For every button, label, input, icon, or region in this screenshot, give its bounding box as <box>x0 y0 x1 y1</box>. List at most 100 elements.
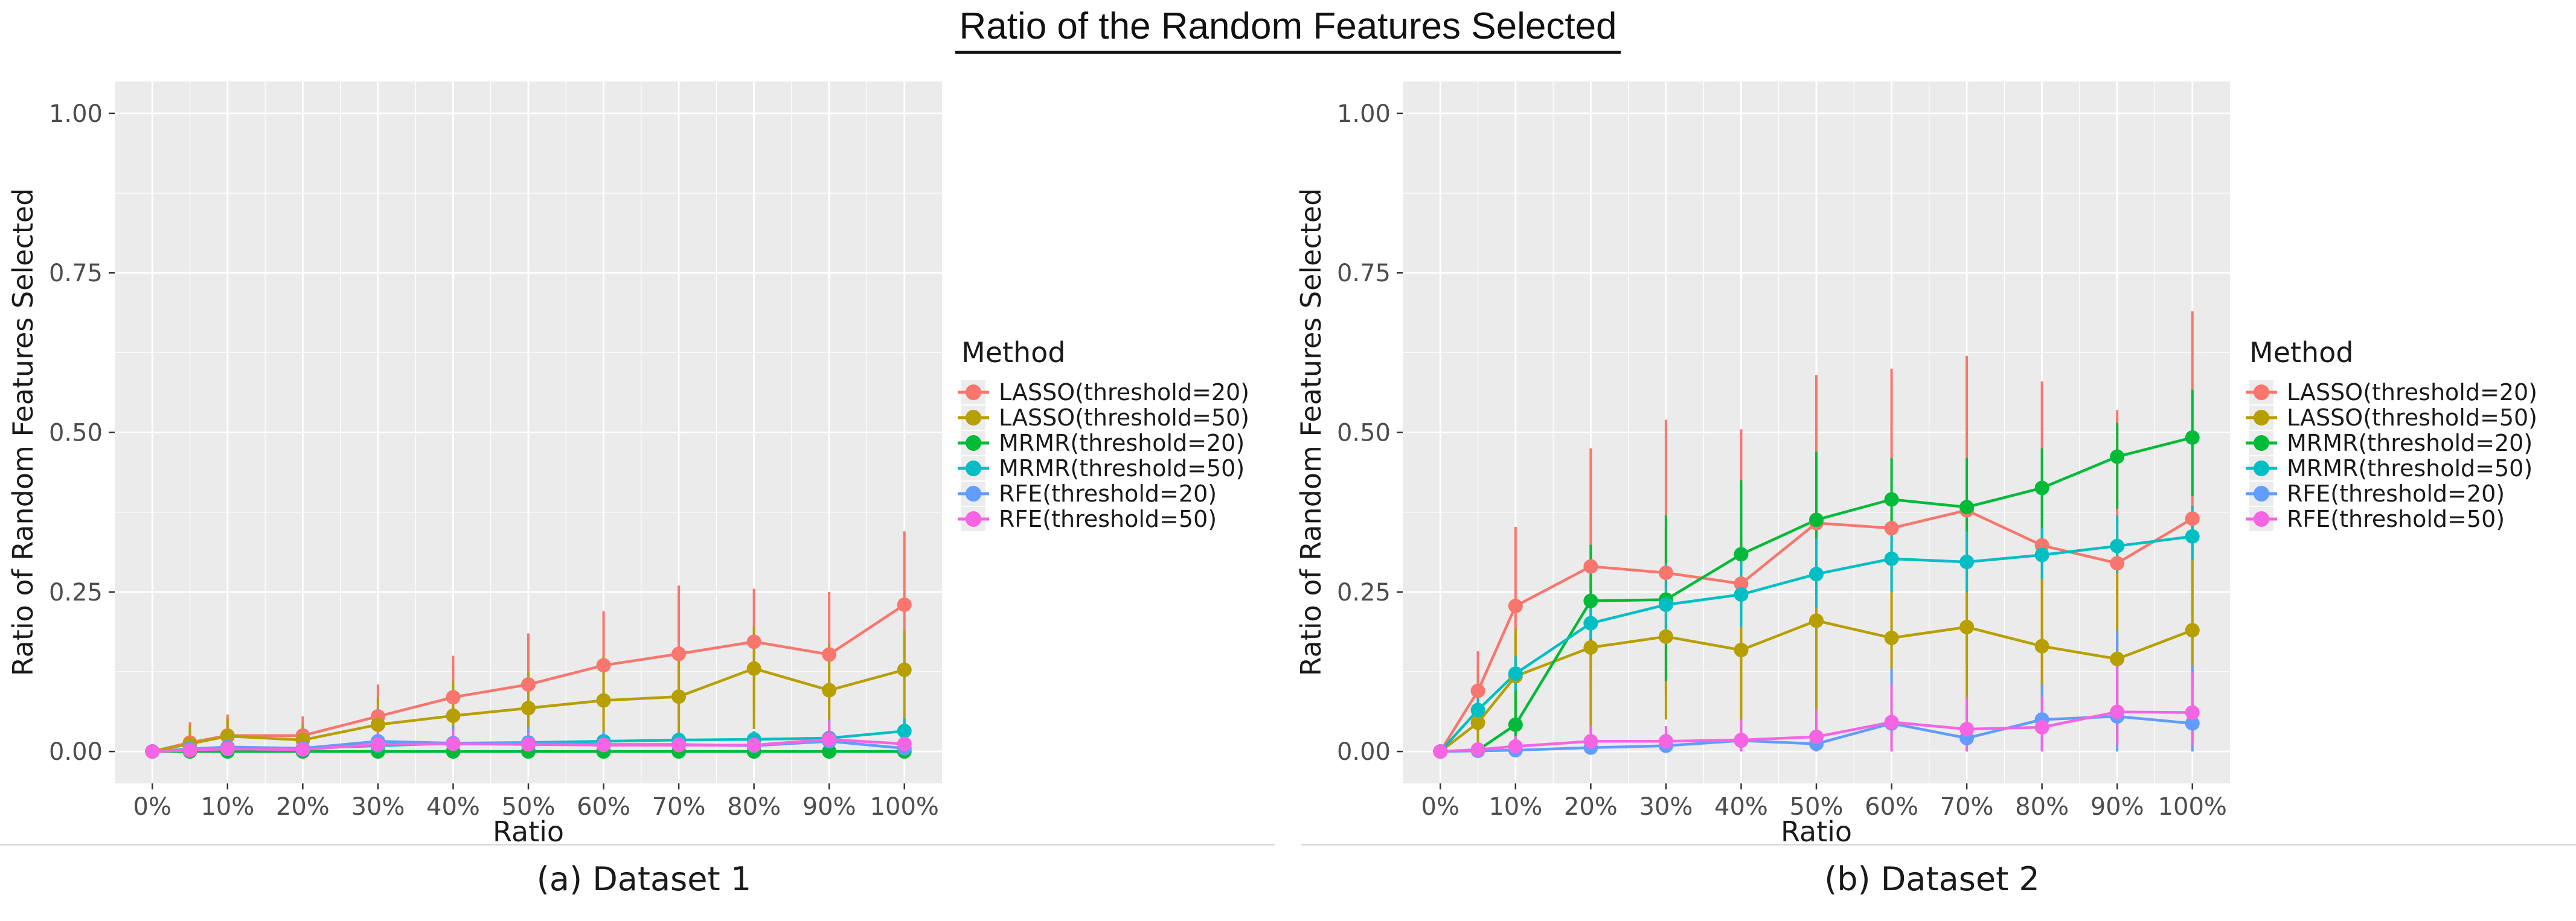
y-tick-label: 0.00 <box>49 738 103 766</box>
data-point <box>1884 630 1899 645</box>
data-point <box>822 732 837 747</box>
x-tick-label: 60% <box>1865 793 1918 821</box>
x-tick-label: 100% <box>2158 793 2227 821</box>
data-point <box>446 708 461 723</box>
data-point <box>746 738 761 753</box>
subfigure-row: 0% 10% 20% 30% 40% 50% 60% 70% 80% 90% 100% 0.00 0.2… <box>0 60 2576 898</box>
data-point <box>897 662 912 677</box>
data-point <box>446 736 461 751</box>
data-point <box>596 738 611 753</box>
data-point <box>1809 512 1824 527</box>
legend-key-dot <box>966 486 981 502</box>
caption-divider <box>1301 844 2576 846</box>
legend-label: LASSO(threshold=50) <box>999 404 1249 431</box>
data-point <box>1470 703 1485 718</box>
data-point <box>596 658 611 673</box>
data-point <box>822 683 837 698</box>
data-point <box>1470 683 1485 698</box>
data-point <box>1809 729 1824 744</box>
y-tick-label: 1.00 <box>49 100 103 128</box>
x-tick-label: 20% <box>1564 793 1618 821</box>
data-point <box>145 744 160 759</box>
data-point <box>446 690 461 705</box>
subfigure-dataset-1: 0% 10% 20% 30% 40% 50% 60% 70% 80% 90% 100% 0.00 0.2… <box>0 60 1288 898</box>
data-point <box>220 728 235 744</box>
chart-svg-dataset-1: 0% 10% 20% 30% 40% 50% 60% 70% 80% 90% 100% 0.00 0.2… <box>7 81 1249 844</box>
data-point <box>370 737 385 752</box>
legend-key-dot <box>966 460 981 476</box>
legend-title: Method <box>961 336 1066 369</box>
x-tick-label: 50% <box>1790 793 1844 821</box>
data-point <box>1658 734 1673 749</box>
data-point <box>1884 715 1899 730</box>
x-tick-label: 100% <box>870 793 939 821</box>
data-point <box>2185 529 2200 544</box>
x-tick-label: 70% <box>1940 793 1994 821</box>
y-tick-label: 0.50 <box>1337 419 1391 447</box>
chart-canvas-dataset-2: 0% 10% 20% 30% 40% 50% 60% 70% 80% 90% 100% 0.00 0.2… <box>1337 81 2537 821</box>
data-point <box>1734 576 1749 591</box>
x-tick-label: 0% <box>133 793 171 821</box>
data-point <box>1508 666 1523 681</box>
legend-key-dot <box>2254 511 2269 527</box>
data-point <box>2034 639 2049 654</box>
legend-key-dot <box>2254 384 2269 400</box>
data-point <box>671 646 687 661</box>
legend-key-dot <box>2254 410 2269 425</box>
x-tick-label: 40% <box>1714 793 1768 821</box>
x-tick-label: 90% <box>2091 793 2144 821</box>
legend-key-dot <box>966 410 981 425</box>
data-point <box>1734 547 1749 562</box>
data-point <box>521 701 536 716</box>
y-tick-label: 0.75 <box>1337 260 1391 287</box>
data-point <box>1959 555 1975 570</box>
data-point <box>1809 567 1824 582</box>
legend-label: RFE(threshold=50) <box>999 506 1217 532</box>
legend-label: LASSO(threshold=20) <box>999 379 1249 406</box>
legend-label: MRMR(threshold=50) <box>999 455 1245 482</box>
legend-key-dot <box>966 384 981 400</box>
x-axis-title: Ratio <box>1781 815 1852 844</box>
legend-label: LASSO(threshold=20) <box>2287 379 2537 406</box>
chart-svg-dataset-2: 0% 10% 20% 30% 40% 50% 60% 70% 80% 90% 100% 0.00 0.2… <box>1295 81 2537 844</box>
x-tick-label: 20% <box>276 793 330 821</box>
legend-label: LASSO(threshold=50) <box>2287 404 2537 431</box>
data-point <box>1658 566 1673 581</box>
y-tick-label: 1.00 <box>1337 100 1391 128</box>
x-tick-label: 90% <box>803 793 856 821</box>
y-tick-label: 0.25 <box>1337 579 1391 607</box>
data-point <box>1884 521 1899 536</box>
data-point <box>1658 629 1673 644</box>
y-axis-title: Ratio of Random Features Selected <box>7 188 39 677</box>
data-point <box>220 741 235 756</box>
x-tick-label: 50% <box>502 793 556 821</box>
x-tick-label: 30% <box>351 793 405 821</box>
data-point <box>2110 556 2125 571</box>
figure-caption-b: (b) Dataset 2 <box>1824 860 2040 898</box>
data-point <box>1508 739 1523 754</box>
data-point <box>1658 597 1673 612</box>
data-point <box>2185 716 2200 731</box>
legend-key-dot <box>2254 460 2269 476</box>
x-tick-label: 40% <box>426 793 480 821</box>
data-point <box>1583 734 1598 749</box>
data-point <box>1583 616 1598 631</box>
data-point <box>897 597 912 612</box>
data-point <box>1959 500 1975 515</box>
data-point <box>1470 715 1485 730</box>
x-tick-label: 30% <box>1639 793 1693 821</box>
figure-title: Ratio of the Random Features Selected <box>955 5 1621 54</box>
data-point <box>746 634 761 649</box>
x-tick-label: 0% <box>1421 793 1459 821</box>
data-point <box>671 689 687 704</box>
data-point <box>1734 643 1749 658</box>
data-point <box>2110 538 2125 553</box>
data-point <box>1959 722 1975 737</box>
y-tick-label: 0.00 <box>1337 738 1391 766</box>
data-point <box>2185 430 2200 445</box>
data-point <box>370 717 385 732</box>
data-point <box>746 661 761 676</box>
data-point <box>1433 744 1448 759</box>
y-tick-label: 0.25 <box>49 579 103 607</box>
